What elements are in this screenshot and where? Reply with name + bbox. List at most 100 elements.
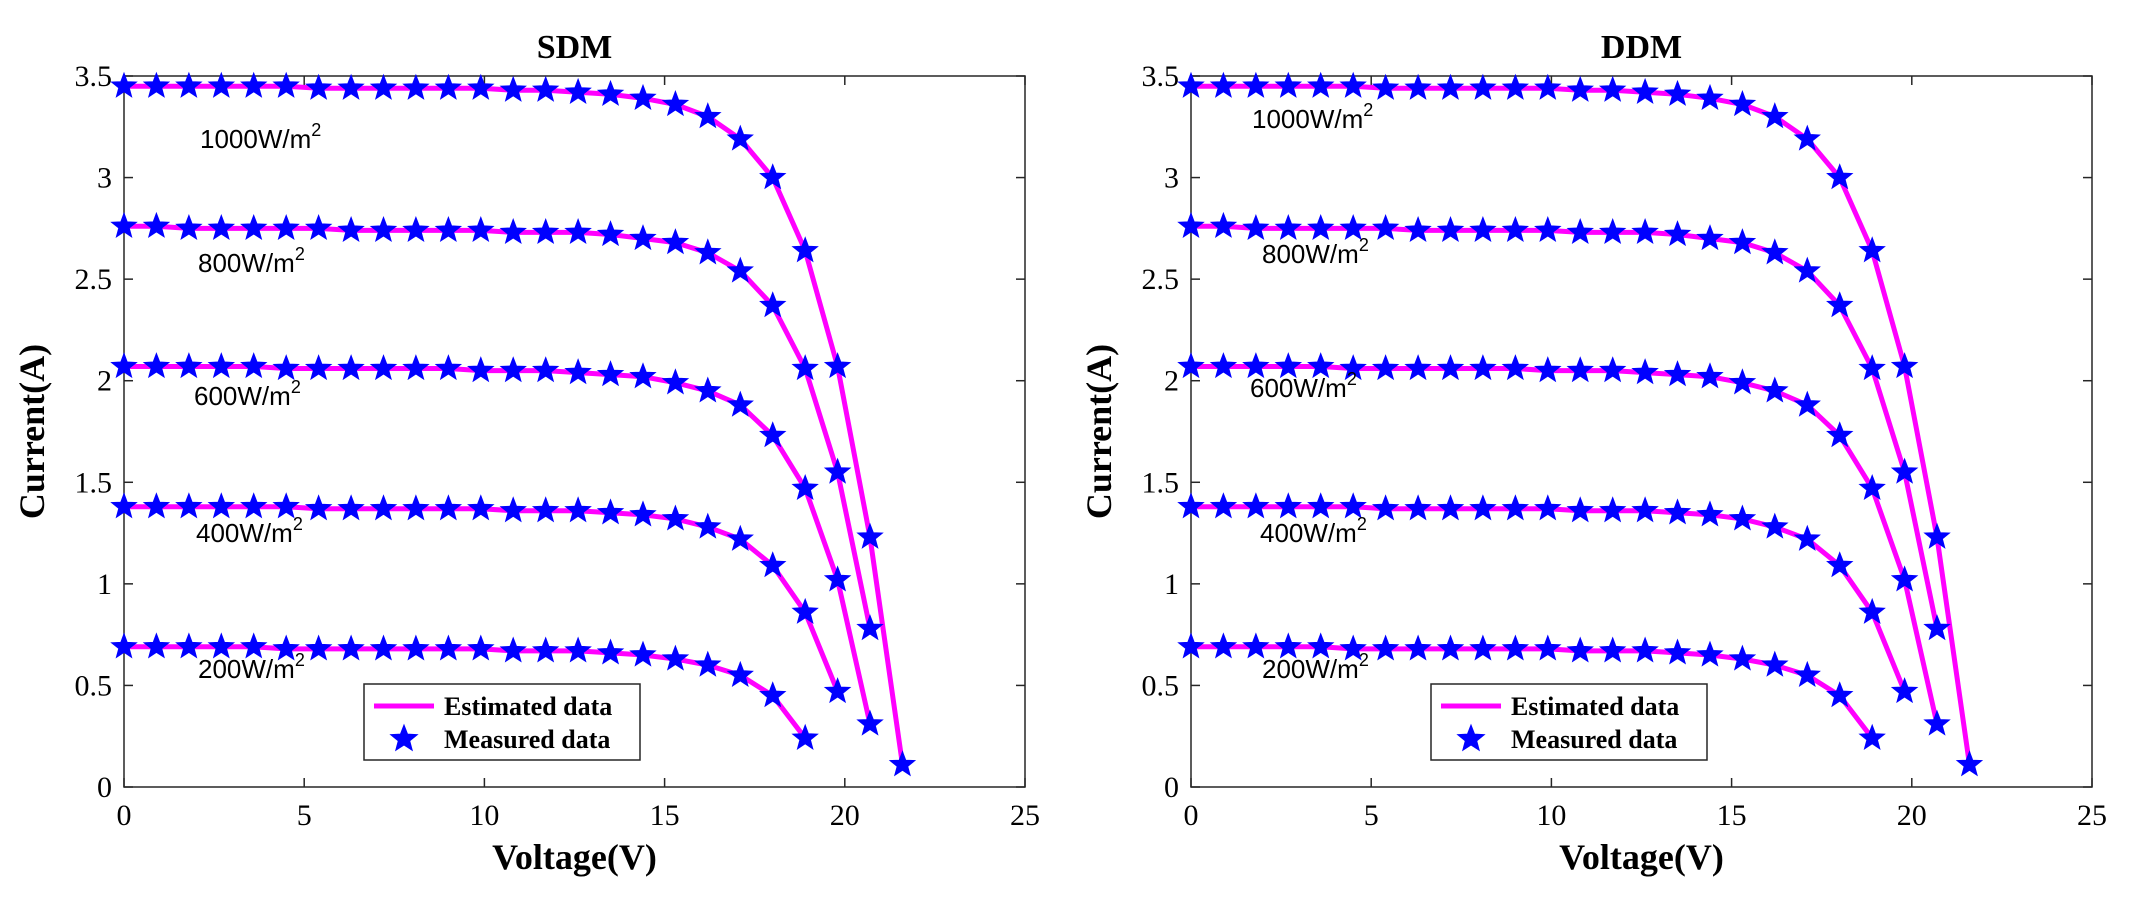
sdm-measured-point	[661, 504, 690, 531]
sdm-irradiance-label: 400W/m2	[196, 514, 303, 548]
ddm-measured-point	[1761, 102, 1789, 129]
ddm-measured-point	[1404, 215, 1432, 243]
sdm-measured-point	[207, 213, 236, 241]
sdm-measured-point	[272, 492, 300, 519]
ddm-measured-point	[1923, 522, 1951, 549]
sdm-measured-point	[531, 496, 560, 523]
ddm-measured-point	[1436, 634, 1465, 661]
ddm-measured-point	[1663, 360, 1692, 387]
sdm-measured-point	[856, 522, 884, 549]
sdm-measured-point	[791, 473, 819, 501]
ddm-legend-estimated-label: Estimated data	[1511, 692, 1679, 721]
ddm-measured-point	[1761, 512, 1789, 539]
ddm-measured-point	[1858, 236, 1886, 263]
ddm-measured-point	[1274, 71, 1303, 98]
sdm-measured-point	[402, 354, 430, 381]
sdm-measured-point	[337, 634, 365, 661]
ddm-measured-point	[1826, 291, 1854, 318]
ddm-measured-point	[1274, 632, 1303, 659]
ddm-measured-point	[1696, 83, 1724, 111]
sdm-measured-point	[596, 360, 625, 387]
ddm-measured-point	[1858, 723, 1886, 750]
sdm-measured-point	[499, 217, 527, 245]
ddm-measured-point	[1339, 634, 1367, 661]
sdm-measured-point	[402, 215, 430, 243]
sdm-measured-point	[142, 352, 171, 379]
ddm-y-axis-label: Current(A)	[1079, 344, 1119, 519]
ddm-measured-point	[1696, 362, 1724, 389]
ddm-measured-point	[1728, 504, 1757, 531]
ddm-measured-point	[1696, 224, 1724, 251]
sdm-measured-point	[856, 614, 884, 641]
ddm-chart-panel: DDM 0 5 10 15 20 25 0 0.5 1 1.5 2 2.5 3 3.5 Voltage(V) C…	[1079, 29, 2107, 877]
sdm-measured-point	[207, 71, 236, 98]
irradiance-value: 400W/m	[1260, 518, 1357, 548]
sdm-measured-point	[304, 354, 333, 381]
ddm-x-tick-label: 10	[1536, 799, 1566, 832]
ddm-measured-point	[1177, 632, 1205, 659]
ddm-measured-point	[1598, 217, 1627, 245]
sdm-measured-point	[531, 636, 560, 663]
ddm-x-tick-label: 25	[2077, 799, 2107, 832]
ddm-measured-point	[1177, 352, 1205, 379]
sdm-measured-point	[759, 681, 787, 708]
ddm-measured-point	[1242, 632, 1270, 659]
ddm-measured-point	[1436, 73, 1465, 100]
sdm-measured-point	[467, 215, 495, 243]
sdm-measured-point	[629, 224, 657, 251]
sdm-measured-point	[337, 215, 365, 243]
ddm-y-tick-label: 0.5	[1142, 669, 1180, 702]
ddm-measured-point	[1826, 551, 1854, 578]
sdm-measured-point	[304, 494, 333, 521]
sdm-measured-point	[434, 494, 463, 521]
sdm-measured-point	[726, 390, 754, 417]
sdm-measured-point	[759, 163, 787, 190]
sdm-measured-point	[240, 213, 268, 241]
irradiance-unit-exponent: 2	[1359, 650, 1369, 670]
ddm-measured-point	[1728, 644, 1757, 671]
ddm-measured-point	[1339, 213, 1367, 241]
sdm-measured-point	[272, 71, 300, 98]
irradiance-value: 200W/m	[198, 654, 295, 684]
sdm-plot-frame	[123, 75, 1026, 788]
ddm-measured-point	[1566, 636, 1594, 663]
sdm-measured-point	[564, 636, 592, 663]
sdm-measured-point	[110, 492, 138, 519]
ddm-measured-point	[1923, 709, 1951, 736]
sdm-measured-point	[726, 524, 754, 551]
sdm-measured-point	[531, 217, 560, 245]
sdm-measured-point	[629, 362, 657, 389]
ddm-measured-point	[1469, 354, 1497, 381]
ddm-measured-point	[1436, 354, 1465, 381]
sdm-measured-point	[694, 238, 722, 265]
sdm-legend: Estimated data Measured data	[363, 683, 641, 761]
ddm-measured-point	[1209, 352, 1238, 379]
ddm-measured-point	[1436, 494, 1465, 521]
sdm-measured-point	[142, 632, 171, 659]
sdm-y-tick-label: 3.5	[75, 60, 113, 93]
ddm-measured-point	[1793, 660, 1821, 687]
ddm-measured-point	[1242, 213, 1270, 241]
sdm-measured-point	[629, 83, 657, 111]
sdm-measured-point	[661, 644, 690, 671]
ddm-measured-point	[1663, 498, 1692, 525]
ddm-measured-point	[1534, 73, 1562, 100]
ddm-measured-point	[1339, 71, 1367, 98]
sdm-x-tick-label: 5	[297, 799, 312, 832]
ddm-measured-point	[1469, 73, 1497, 100]
sdm-measured-point	[369, 634, 398, 661]
irradiance-unit-exponent: 2	[1359, 235, 1369, 255]
ddm-y-tick-label: 1	[1164, 568, 1179, 601]
sdm-measured-point	[175, 492, 203, 519]
ddm-measured-point	[1469, 215, 1497, 243]
ddm-measured-point	[1274, 213, 1303, 241]
ddm-y-tick-label: 3.5	[1142, 60, 1180, 93]
sdm-measured-point	[694, 102, 722, 129]
sdm-measured-point	[759, 421, 787, 448]
ddm-measured-point	[1566, 75, 1594, 102]
ddm-measured-point	[1761, 238, 1789, 265]
ddm-measured-point	[1436, 215, 1465, 243]
irradiance-unit-exponent: 2	[311, 120, 321, 140]
ddm-measured-point	[1890, 352, 1919, 379]
